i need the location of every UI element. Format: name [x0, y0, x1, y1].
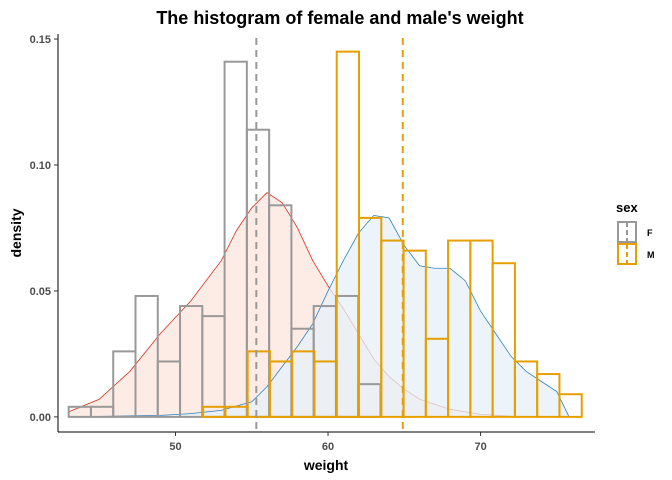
legend-label-F: F	[647, 228, 653, 238]
density-area-M	[68, 215, 570, 417]
y-tick-label: 0.05	[30, 286, 51, 298]
y-axis-ticks: 0.00 0.05 0.10 0.15	[30, 34, 58, 424]
histogram-bar-M	[558, 393, 583, 418]
x-tick-label: 70	[474, 441, 486, 453]
plot-panel	[67, 38, 583, 432]
legend-label-M: M	[647, 250, 655, 260]
histogram-bar-F	[134, 294, 159, 418]
density-area-F	[68, 192, 565, 417]
y-tick-label: 0.15	[30, 34, 51, 46]
legend-entries: FM	[617, 221, 655, 265]
y-tick-label: 0.10	[30, 160, 51, 172]
y-axis-title: density	[8, 208, 24, 257]
bars-layer	[67, 50, 583, 418]
x-tick-label: 60	[322, 441, 334, 453]
mean-lines-layer	[255, 38, 404, 432]
legend-title: sex	[616, 200, 638, 215]
legend-entry-M: M	[617, 243, 655, 265]
legend-entry-F: F	[617, 221, 653, 243]
x-tick-label: 50	[169, 441, 181, 453]
histogram-bar-M	[491, 262, 516, 418]
density-layer	[68, 192, 570, 418]
y-tick-label: 0.00	[30, 412, 51, 424]
histogram-bar-M	[402, 249, 427, 418]
chart-title: The histogram of female and male's weigh…	[156, 8, 523, 28]
x-axis-title: weight	[303, 457, 349, 473]
x-axis-ticks: 50 60 70	[169, 432, 487, 453]
legend: sex FM	[616, 200, 655, 265]
